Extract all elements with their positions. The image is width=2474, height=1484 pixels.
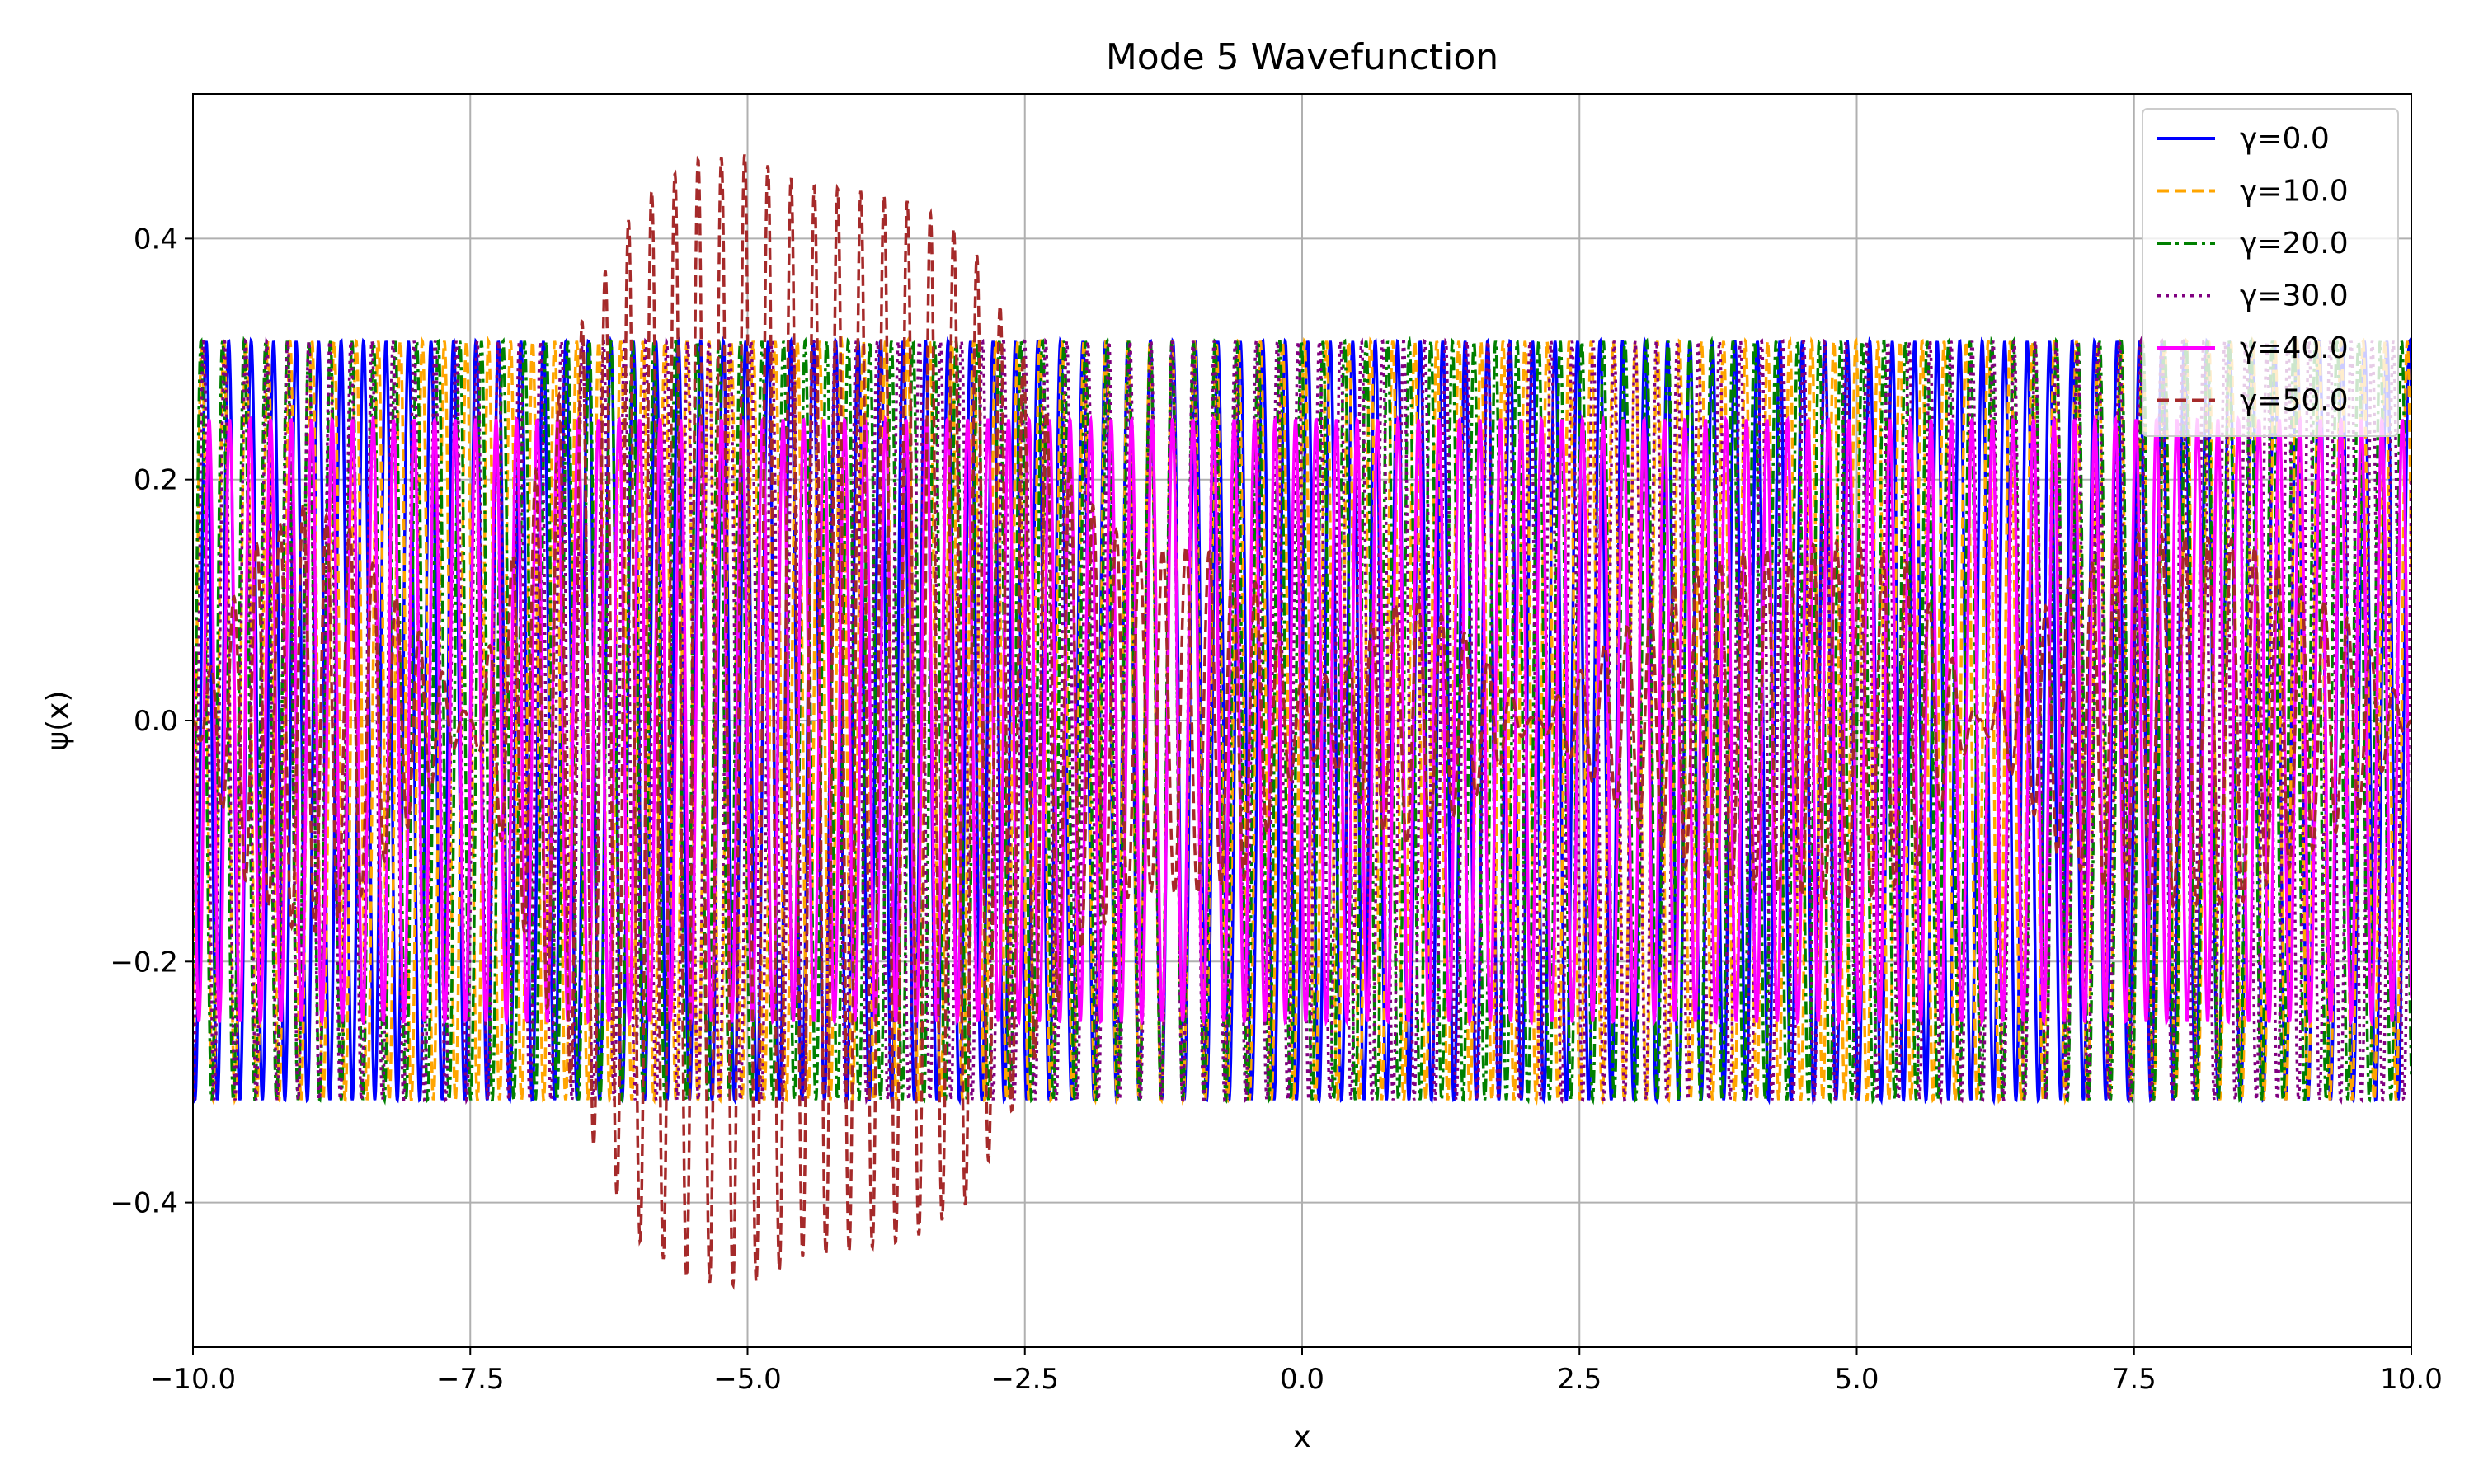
legend-label: γ=50.0 [2240,384,2349,418]
x-tick-label: −5.0 [713,1363,782,1396]
legend-label: γ=40.0 [2240,331,2349,365]
x-axis-ticks: −10.0 −7.5 −5.0 −2.5 0.0 2.5 5.0 7.5 10.0 [150,1347,2443,1396]
x-tick-label: −7.5 [436,1363,505,1396]
legend-label: γ=10.0 [2240,175,2349,209]
x-tick-label: 2.5 [1557,1363,1602,1396]
y-tick-label: 0.4 [134,223,178,256]
chart-title: Mode 5 Wavefunction [1106,36,1498,78]
legend-label: γ=20.0 [2240,227,2349,261]
legend-label: γ=30.0 [2240,279,2349,313]
x-tick-label: 10.0 [2380,1363,2443,1396]
x-tick-label: −10.0 [150,1363,236,1396]
series-line [193,414,2411,1027]
y-tick-label: −0.2 [110,946,178,979]
y-tick-label: 0.0 [134,705,178,738]
x-tick-label: 0.0 [1280,1363,1324,1396]
y-axis-label: ψ(x) [41,690,75,750]
legend-box [2142,108,2399,437]
series-line [193,336,2411,1106]
x-axis-label: x [1293,1421,1310,1454]
series-line [193,336,2411,1106]
x-tick-label: 5.0 [1834,1363,1879,1396]
y-tick-label: 0.2 [134,464,178,497]
y-tick-label: −0.4 [110,1187,178,1220]
x-tick-label: −2.5 [990,1363,1059,1396]
legend-label: γ=0.0 [2240,122,2330,156]
legend: γ=0.0 γ=10.0 γ=20.0 γ=30.0 γ=40.0 γ=50.0 [2142,108,2399,437]
y-axis-ticks: −0.4 −0.2 0.0 0.2 0.4 [110,223,193,1220]
x-tick-label: 7.5 [2112,1363,2157,1396]
series-layer [193,154,2411,1290]
